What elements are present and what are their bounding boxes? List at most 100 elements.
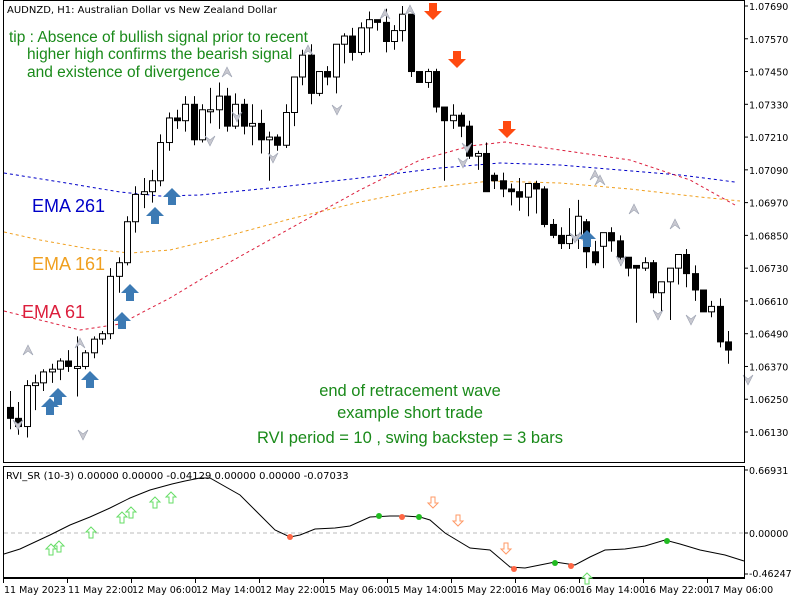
- rvi-axis-bottom: -0.46247: [749, 569, 792, 580]
- buy-arrow-icon: [163, 188, 181, 205]
- fractal-up-icon: [74, 337, 86, 349]
- rvi-up-arrow-icon: [124, 506, 138, 519]
- price-tick: 1.07330: [749, 100, 788, 111]
- fractal-down-icon: [742, 374, 754, 386]
- rvi-markers: [44, 491, 670, 585]
- rvi-dot-green: [664, 538, 670, 544]
- signal-arrows: [41, 3, 596, 415]
- price-tick: 1.07450: [749, 68, 788, 79]
- rvi-axis-zero: 0.00000: [749, 529, 788, 540]
- tip-line-1: tip : Absence of bullish signal prior to…: [9, 29, 309, 46]
- rvi-dot-red: [568, 563, 574, 569]
- buy-arrow-icon: [41, 398, 59, 415]
- rvi-dot-red: [287, 534, 293, 540]
- chart-title: AUDNZD, H1: Australian Dollar vs New Zea…: [7, 5, 278, 16]
- price-tick: 1.07210: [749, 133, 788, 144]
- fractal-down-icon: [12, 419, 24, 431]
- rvi-down-arrow-icon: [426, 496, 440, 509]
- buy-arrow-icon: [578, 230, 596, 247]
- rvi-down-arrow-icon: [451, 514, 465, 527]
- fractal-up-icon: [221, 66, 233, 78]
- buy-arrow-icon: [113, 312, 131, 329]
- price-tick: 1.07690: [749, 2, 788, 13]
- fractal-down-icon: [457, 157, 469, 169]
- ema-61-label: EMA 61: [22, 302, 85, 322]
- rvi-up-arrow-icon: [44, 543, 58, 556]
- rvi-axis-top: 0.66931: [749, 466, 788, 477]
- note-line-2: example short trade: [337, 404, 483, 422]
- fractal-down-icon: [231, 111, 243, 123]
- indicator-pane-frame: [3, 466, 745, 578]
- time-tick: 11 May 22:00: [68, 585, 133, 596]
- rvi-up-arrow-icon: [52, 540, 66, 553]
- rvi-dot-red: [399, 514, 405, 520]
- fractal-down-icon: [569, 232, 581, 244]
- price-tick: 1.06130: [749, 428, 788, 439]
- time-tick: 16 May 14:00: [580, 585, 645, 596]
- fractal-up-icon: [379, 8, 391, 20]
- fractal-down-icon: [685, 314, 697, 326]
- rvi-down-arrow-icon: [499, 542, 513, 555]
- time-tick: 17 May 06:00: [708, 585, 773, 596]
- time-tick: 16 May 06:00: [516, 585, 581, 596]
- time-tick: 15 May 14:00: [388, 585, 453, 596]
- note-line-1: end of retracement wave: [319, 382, 501, 400]
- price-axis: 1.07690 1.07570 1.07450 1.07330 1.07210 1.070…: [744, 0, 788, 463]
- sell-arrow-icon: [448, 51, 466, 68]
- sell-arrow-icon: [424, 3, 442, 20]
- buy-arrow-icon: [49, 388, 67, 405]
- price-tick: 1.06610: [749, 297, 788, 308]
- rvi-dot-green: [552, 560, 558, 566]
- fractal-up-icon: [669, 218, 681, 230]
- sell-arrow-icon: [498, 121, 516, 138]
- ema-161-label: EMA 161: [32, 254, 105, 274]
- price-tick: 1.06730: [749, 264, 788, 275]
- time-tick: 15 May 22:00: [452, 585, 517, 596]
- rvi-up-arrow-icon: [164, 491, 178, 504]
- time-tick: 11 May 2023: [4, 585, 66, 596]
- rvi-dot-red: [511, 566, 517, 572]
- fractal-down-icon: [267, 152, 279, 164]
- fractal-down-icon: [77, 429, 89, 441]
- buy-arrow-icon: [121, 284, 139, 301]
- fractal-up-icon: [22, 344, 34, 356]
- fractal-up-icon: [404, 4, 416, 16]
- time-tick: 16 May 22:00: [644, 585, 709, 596]
- price-tick: 1.06250: [749, 395, 788, 406]
- time-tick: 12 May 14:00: [196, 585, 261, 596]
- note-line-3: RVI period = 10 , swing backstep = 3 bar…: [257, 429, 563, 447]
- rvi-up-arrow-icon: [580, 572, 594, 585]
- rvi-dot-green: [376, 513, 382, 519]
- price-tick: 1.06970: [749, 199, 788, 210]
- price-tick: 1.06490: [749, 330, 788, 341]
- ema-lines: [3, 141, 741, 331]
- tip-line-3: and existence of divergence: [27, 64, 220, 81]
- price-tick: 1.07090: [749, 166, 788, 177]
- fractal-up-icon: [302, 44, 314, 56]
- time-tick: 15 May 06:00: [324, 585, 389, 596]
- time-tick: 12 May 06:00: [132, 585, 197, 596]
- rvi-dot-green: [416, 514, 422, 520]
- ema-261-label: EMA 261: [32, 196, 105, 216]
- rvi-up-arrow-icon: [148, 496, 162, 509]
- fractal-up-icon: [628, 203, 640, 215]
- tip-line-2: higher high confirms the bearish signal: [27, 46, 292, 63]
- fractal-up-icon: [594, 174, 606, 186]
- rvi-up-arrow-icon: [84, 526, 98, 539]
- price-tick: 1.07570: [749, 35, 788, 46]
- fractal-markers: [12, 4, 754, 441]
- price-tick: 1.06370: [749, 362, 788, 373]
- indicator-header: RVI_SR (10-3) 0.00000 0.00000 -0.04129 0…: [6, 471, 349, 482]
- buy-arrow-icon: [146, 207, 164, 224]
- fractal-down-icon: [331, 104, 343, 116]
- candles: [7, 6, 732, 438]
- fractal-down-icon: [461, 142, 473, 154]
- fractal-down-icon: [615, 255, 627, 267]
- price-tick: 1.06850: [749, 231, 788, 242]
- rvi-up-arrow-icon: [115, 511, 129, 524]
- fractal-down-icon: [652, 309, 664, 321]
- buy-arrow-icon: [81, 371, 99, 388]
- time-tick: 12 May 22:00: [260, 585, 325, 596]
